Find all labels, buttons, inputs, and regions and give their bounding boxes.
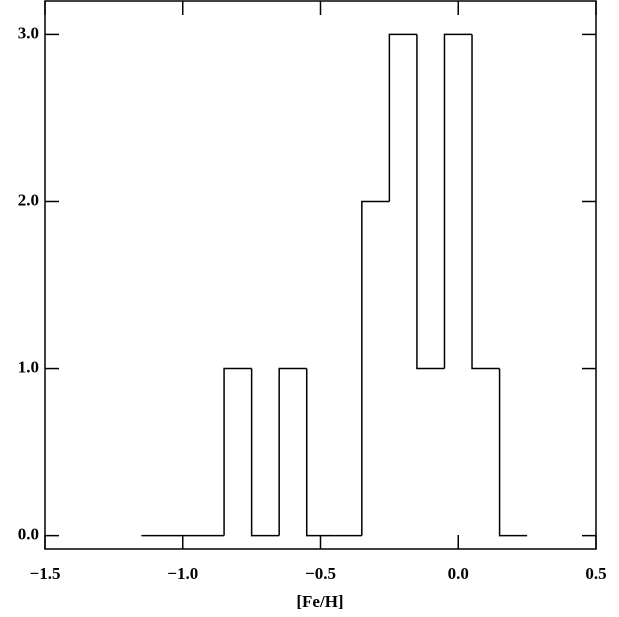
x-axis-label: [Fe/H] [296, 592, 343, 611]
histogram-bin [471, 34, 500, 370]
histogram-bin [443, 33, 473, 369]
x-tick-label: −0.5 [305, 564, 336, 583]
x-tick-label: −1.5 [30, 564, 61, 583]
x-tick-label: −1.0 [167, 564, 198, 583]
histogram-bin [305, 368, 335, 537]
y-tick-label: 1.0 [18, 357, 39, 376]
histogram-bin [250, 368, 280, 537]
histogram-bin [278, 367, 307, 536]
histogram-bin [416, 34, 445, 370]
x-tick-label: 0.0 [448, 564, 469, 583]
frame [44, 0, 597, 550]
histogram-bin [388, 33, 417, 202]
x-tick-label: 0.5 [585, 564, 606, 583]
y-tick-label: 0.0 [18, 525, 39, 544]
histogram-bin [223, 367, 252, 536]
histogram-bin [361, 200, 390, 536]
y-tick-label: 2.0 [18, 190, 39, 209]
histogram-bin [498, 368, 528, 537]
y-tick-label: 3.0 [18, 23, 39, 42]
